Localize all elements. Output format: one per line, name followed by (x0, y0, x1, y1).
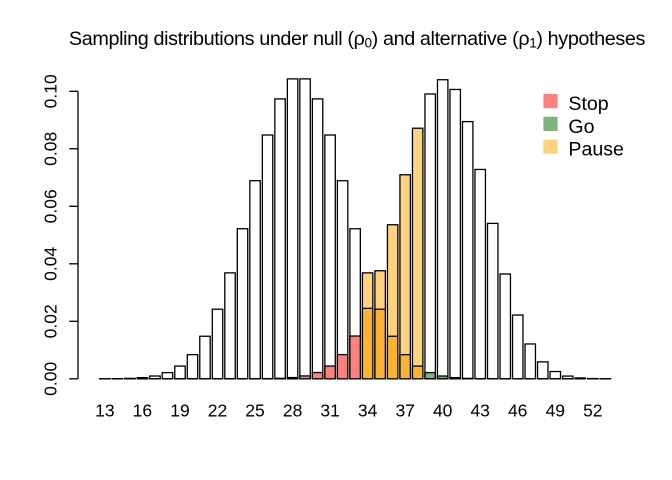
svg-text:28: 28 (283, 401, 302, 421)
svg-text:Pause: Pause (568, 138, 624, 160)
svg-text:31: 31 (320, 401, 339, 421)
svg-text:13: 13 (95, 401, 114, 421)
svg-text:52: 52 (583, 401, 602, 421)
svg-text:Stop: Stop (568, 93, 608, 115)
svg-text:0.04: 0.04 (40, 247, 60, 281)
svg-text:0.08: 0.08 (40, 132, 60, 166)
svg-text:0.06: 0.06 (40, 189, 60, 223)
svg-text:0.10: 0.10 (40, 74, 60, 108)
svg-text:34: 34 (358, 401, 378, 421)
svg-text:22: 22 (208, 401, 227, 421)
svg-text:0.00: 0.00 (40, 362, 60, 396)
svg-text:19: 19 (170, 401, 189, 421)
svg-text:25: 25 (245, 401, 264, 421)
svg-text:Sampling distributions under n: Sampling distributions under null (ρ0) a… (69, 28, 646, 51)
svg-text:46: 46 (508, 401, 527, 421)
svg-text:16: 16 (133, 401, 152, 421)
svg-text:43: 43 (470, 401, 489, 421)
svg-text:37: 37 (395, 401, 414, 421)
svg-text:Go: Go (568, 116, 594, 138)
svg-text:40: 40 (433, 401, 453, 421)
svg-text:0.02: 0.02 (40, 304, 60, 338)
svg-text:49: 49 (546, 401, 565, 421)
